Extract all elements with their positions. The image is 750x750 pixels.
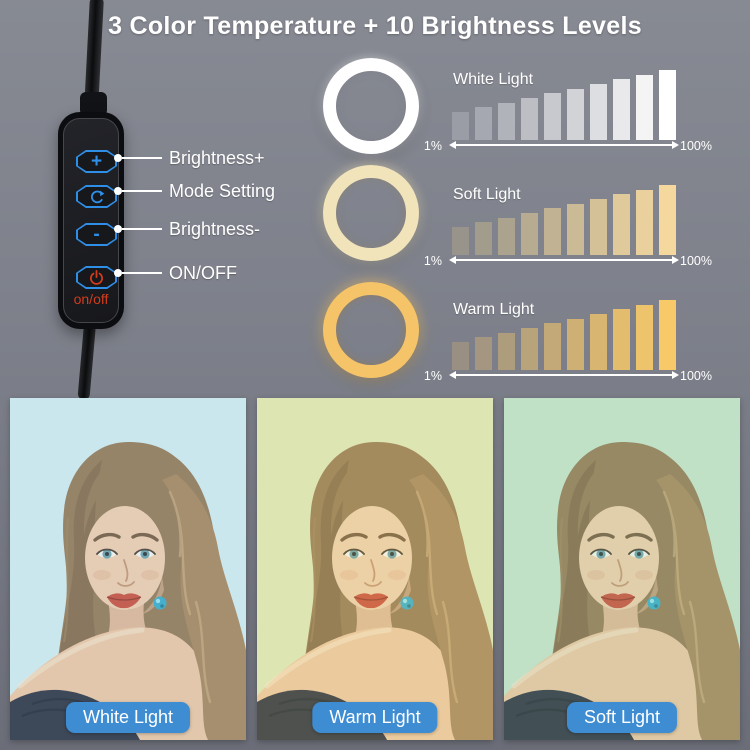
brightness-bar (659, 300, 676, 370)
brightness-bar (613, 194, 630, 255)
photo-white-light: White Light (10, 398, 246, 740)
brightness-bar (498, 218, 515, 255)
brightness-bar (636, 75, 653, 140)
axis-max-label: 100% (680, 139, 712, 153)
brightness-plus-button: + (76, 150, 117, 173)
brightness-bar (498, 103, 515, 140)
brightness-bars (452, 300, 676, 370)
minus-icon: - (93, 224, 100, 245)
brightness-bar (544, 323, 561, 370)
onoff-caption: on/off (73, 291, 109, 307)
brightness-axis (449, 371, 679, 379)
callout-brightness-plus: Brightness+ (114, 147, 265, 169)
ring-light-warm (323, 282, 419, 378)
callout-dot (114, 269, 122, 277)
soft-light-chart: Soft Light 1% 100% (424, 182, 712, 274)
power-cable-bottom (77, 323, 96, 401)
callout-line (122, 190, 162, 192)
brightness-bar (590, 199, 607, 255)
brightness-bar (521, 98, 538, 140)
brightness-bar (613, 309, 630, 370)
callout-dot (114, 187, 122, 195)
photo-label-pill: White Light (65, 702, 191, 733)
white-light-chart: White Light 1% 100% (424, 67, 712, 159)
brightness-bar (544, 93, 561, 140)
brightness-bar (567, 319, 584, 370)
axis-max-label: 100% (680, 369, 712, 383)
brightness-bar (452, 342, 469, 370)
warm-light-chart: Warm Light 1% 100% (424, 297, 712, 389)
brightness-bars (452, 70, 676, 140)
callout-label: ON/OFF (169, 262, 237, 283)
remote-face: + - (63, 118, 119, 323)
callout-label: Brightness- (169, 218, 261, 239)
brightness-bar (590, 314, 607, 370)
callout-label: Mode Setting (169, 180, 276, 201)
brightness-minus-button: - (76, 223, 117, 246)
brightness-bar (590, 84, 607, 140)
callout-label: Brightness+ (169, 147, 265, 168)
ring-light-white (323, 58, 419, 154)
page-title: 3 Color Temperature + 10 Brightness Leve… (108, 12, 642, 40)
brightness-bar (475, 107, 492, 140)
brightness-bar (567, 204, 584, 255)
brightness-bars (452, 185, 676, 255)
brightness-bar (659, 70, 676, 140)
ring-light-soft (323, 165, 419, 261)
callout-dot (114, 225, 122, 233)
brightness-bar (521, 328, 538, 370)
brightness-bar (636, 190, 653, 255)
chart-title: White Light (453, 71, 534, 88)
callout-mode-setting: Mode Setting (114, 180, 275, 202)
callout-line (122, 228, 162, 230)
brightness-bar (498, 333, 515, 370)
photo-label-pill: Soft Light (566, 702, 678, 733)
axis-min-label: 1% (423, 369, 442, 383)
axis-max-label: 100% (680, 254, 712, 268)
axis-min-label: 1% (423, 139, 442, 153)
brightness-bar (521, 213, 538, 255)
chart-title: Soft Light (453, 186, 521, 203)
remote-body: + - (58, 112, 124, 329)
photo-label-pill: Warm Light (312, 702, 438, 733)
photo-warm-light: Warm Light (257, 398, 493, 740)
brightness-axis (449, 141, 679, 149)
brightness-bar (613, 79, 630, 140)
brightness-bar (475, 337, 492, 370)
photo-soft-light: Soft Light (504, 398, 740, 740)
callout-dot (114, 154, 122, 162)
callout-on-off: ON/OFF (114, 262, 237, 284)
power-icon (90, 269, 103, 285)
power-button (76, 266, 117, 289)
brightness-bar (636, 305, 653, 370)
callout-line (122, 157, 162, 159)
color-cast-overlay (504, 398, 740, 740)
color-cast-overlay (257, 398, 493, 740)
mode-setting-button (76, 185, 117, 208)
brightness-bar (452, 227, 469, 255)
brightness-bar (544, 208, 561, 255)
axis-min-label: 1% (423, 254, 442, 268)
brightness-bar (567, 89, 584, 140)
mode-cycle-icon (90, 190, 104, 203)
color-cast-overlay (10, 398, 246, 740)
brightness-bar (452, 112, 469, 140)
brightness-bar (659, 185, 676, 255)
chart-title: Warm Light (453, 301, 535, 318)
callout-line (122, 272, 162, 274)
callout-brightness-minus: Brightness- (114, 218, 260, 240)
brightness-bar (475, 222, 492, 255)
plus-icon: + (90, 151, 103, 172)
brightness-axis (449, 256, 679, 264)
